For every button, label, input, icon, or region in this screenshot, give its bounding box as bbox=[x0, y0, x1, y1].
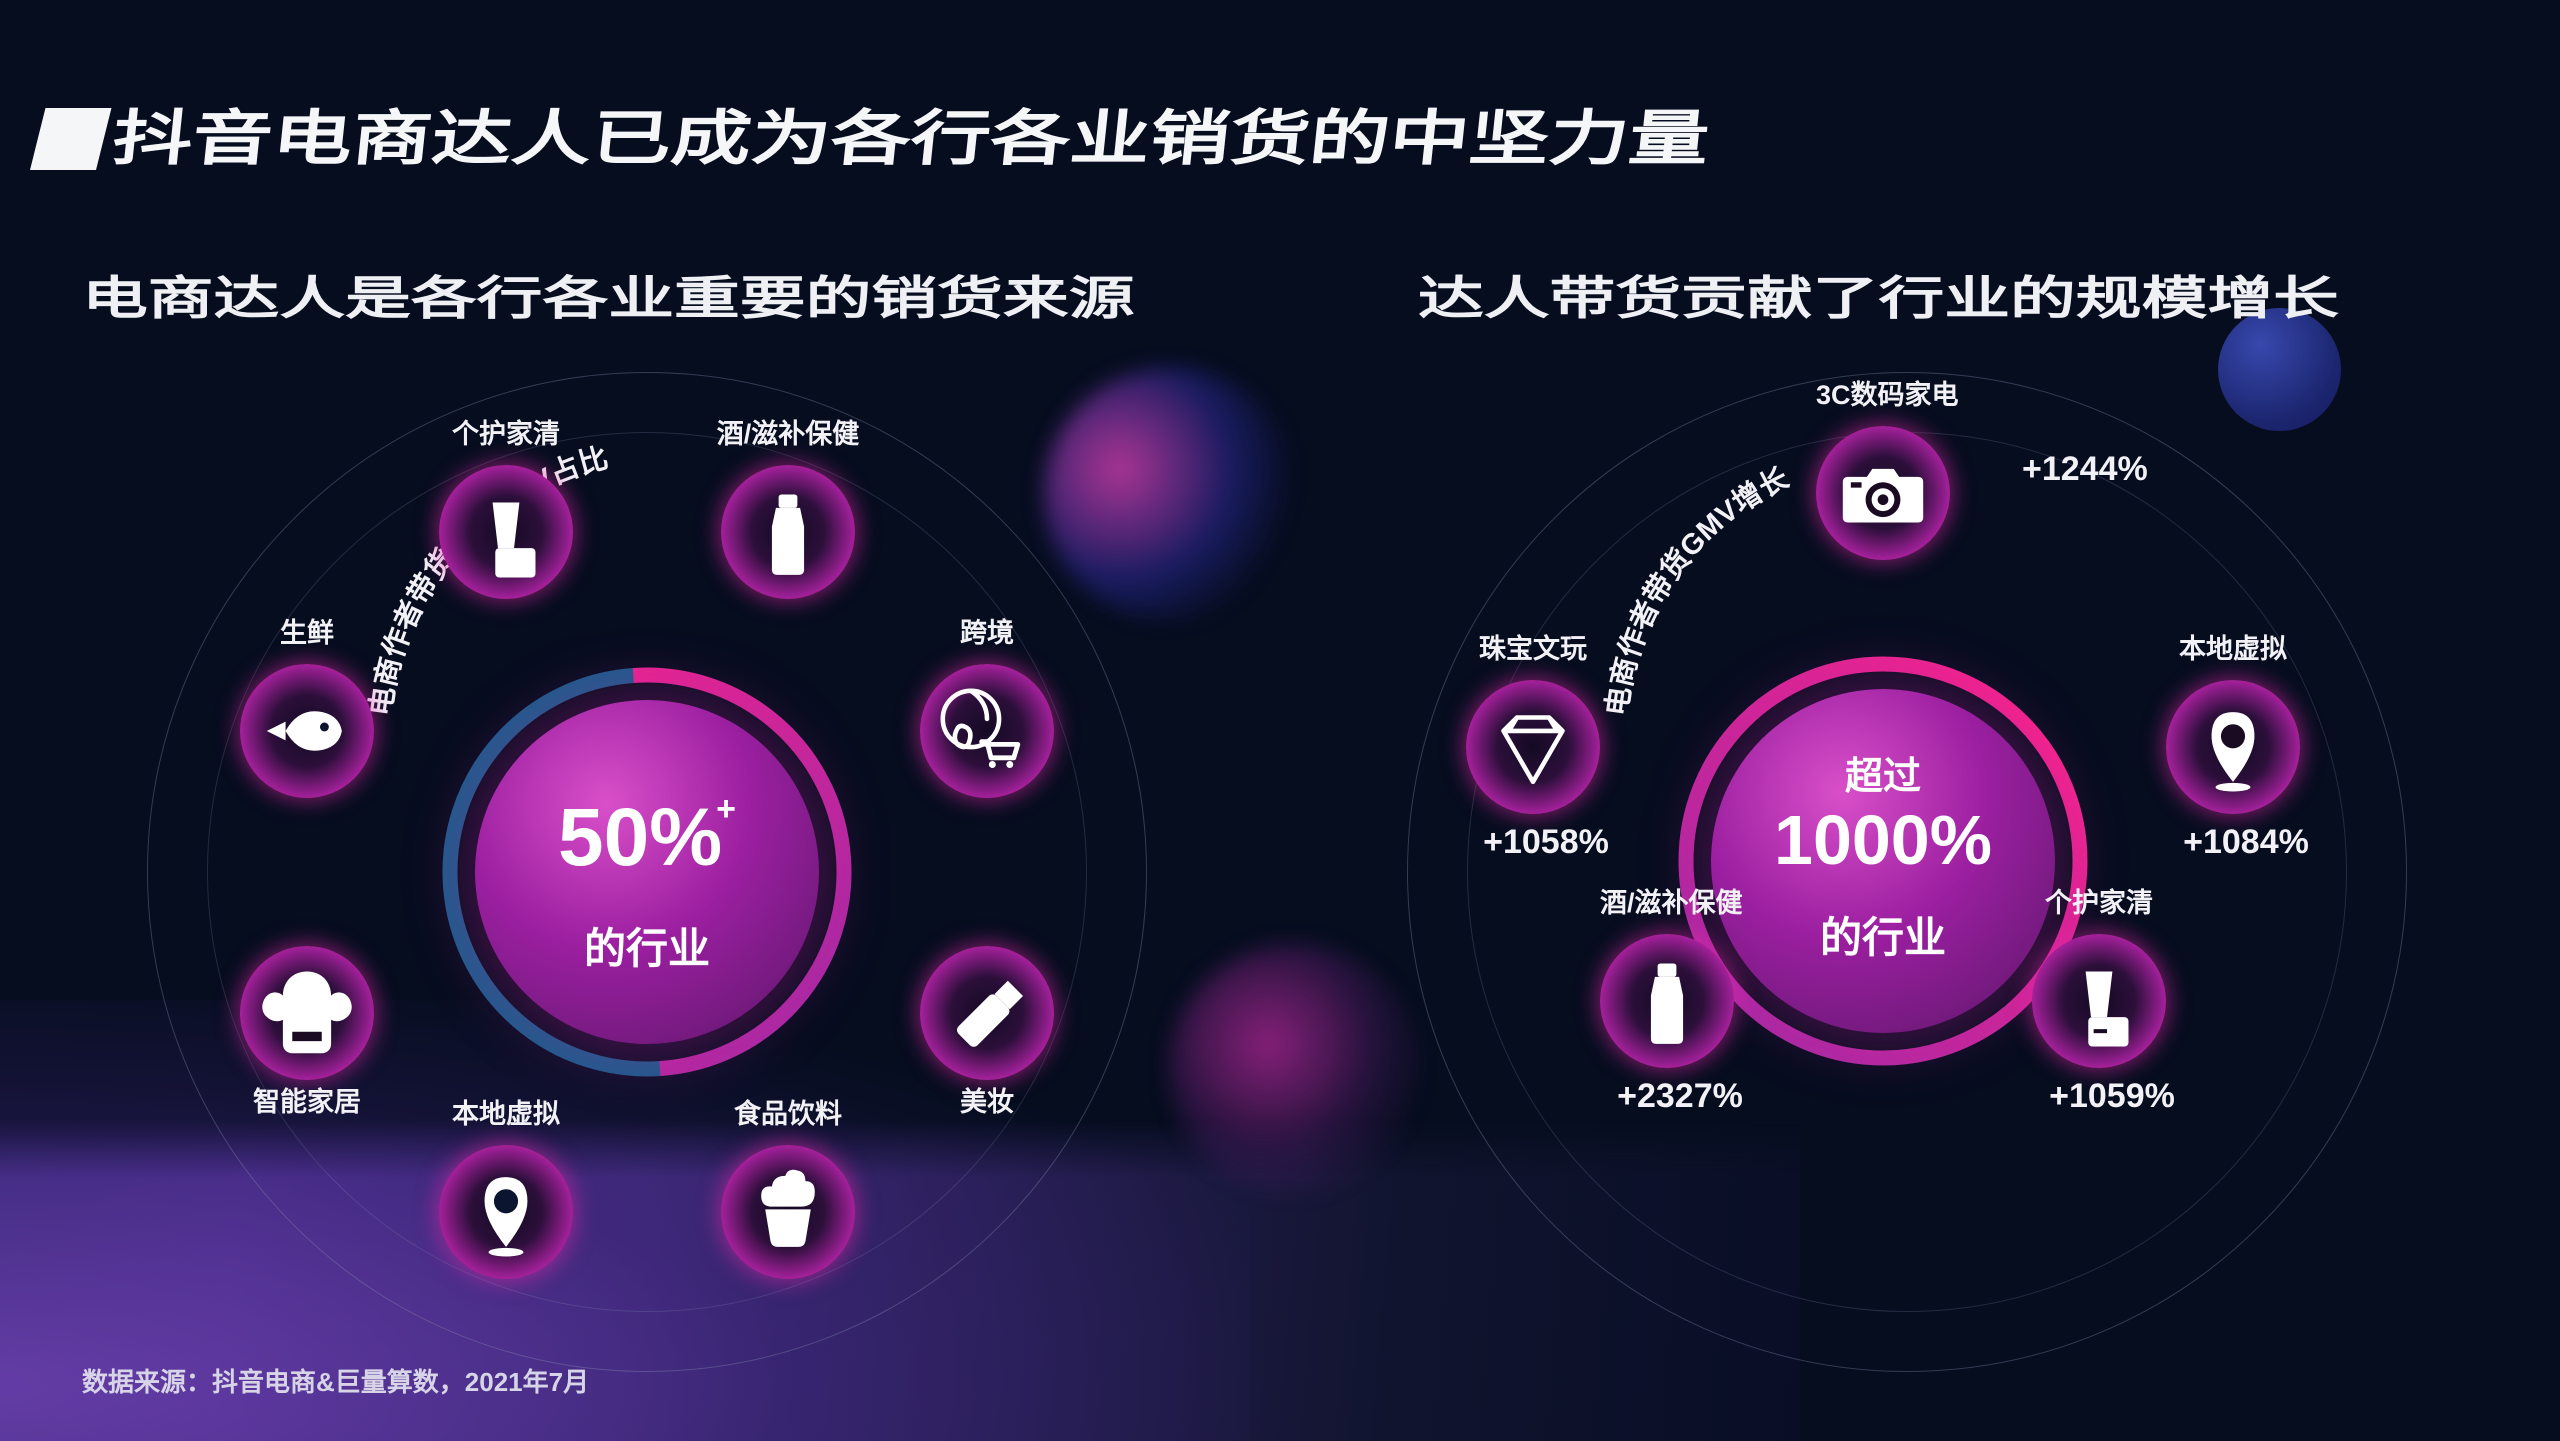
svg-text:电商作者带货GMV增长: 电商作者带货GMV增长 bbox=[1600, 461, 1794, 718]
